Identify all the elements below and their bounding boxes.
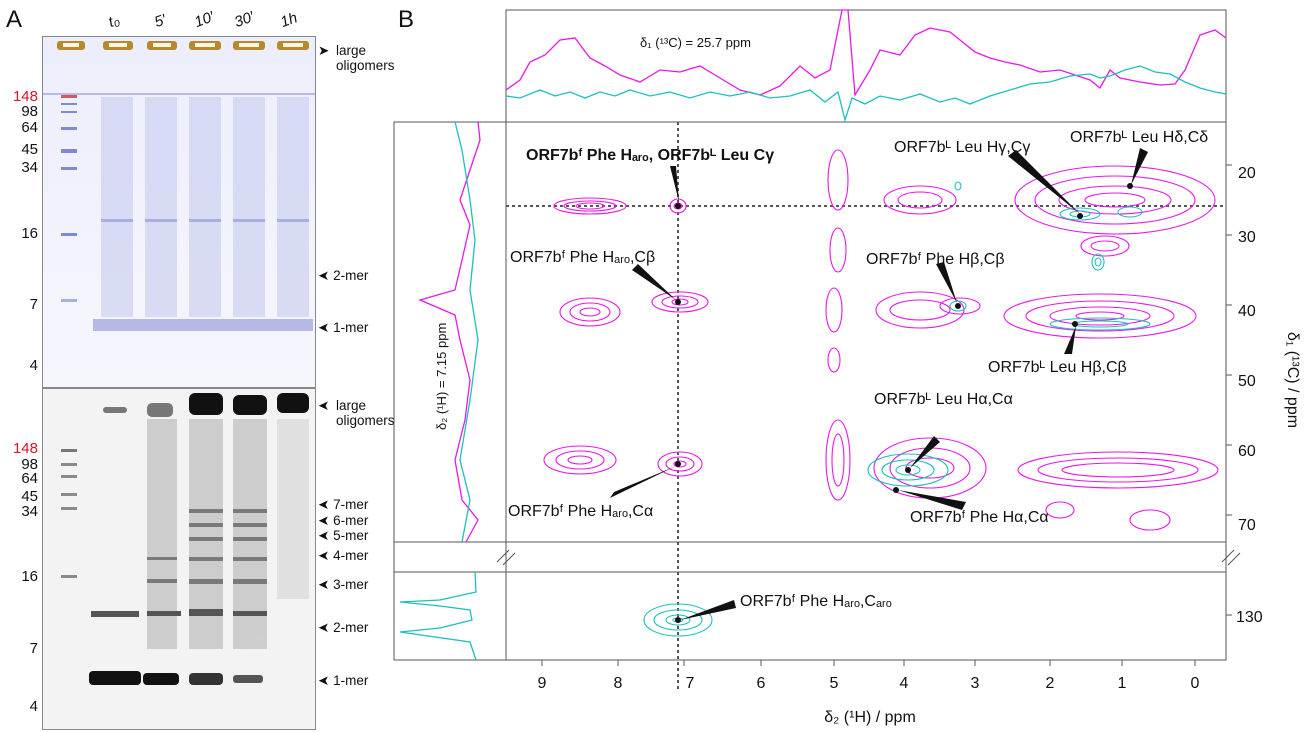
left-projection-magenta-trace — [418, 121, 481, 543]
bottom-gel-6mer-text: 6-mer — [333, 513, 369, 528]
mw-bottom-4: 4 — [29, 698, 38, 715]
bottom-gel-4mer-text: 4-mer — [333, 548, 369, 563]
x-tick-9: 9 — [538, 675, 547, 692]
annotation-phe-haro-leu-cg: ORF7bᶠ Phe Hₐᵣₒ, ORF7bᴸ Leu Cγ — [526, 147, 774, 164]
y-axis-label: δ₁ (¹³C) / ppm — [1284, 332, 1301, 428]
annotation-phe-haro-cb: ORF7bᶠ Phe Hₐᵣₒ,Cβ — [510, 249, 655, 266]
x-tick-5: 5 — [830, 675, 839, 692]
bottom-gel-3mer-text: 3-mer — [333, 577, 369, 592]
top-projection-magenta-trace — [505, 9, 1227, 98]
lower-left-projection-cyan-trace — [399, 571, 477, 661]
top-projection-frame — [505, 9, 1227, 123]
top-gel-label-2mer: ➤︎ 2-mer — [318, 268, 369, 283]
left-projection-cyan-trace — [454, 121, 479, 543]
main-spectrum-frame — [393, 121, 1227, 543]
peak-markers — [675, 183, 1133, 623]
coomassie-gel — [42, 36, 316, 388]
x-tick-2: 2 — [1046, 675, 1055, 692]
mw-top-34: 34 — [21, 159, 38, 176]
x-tick-8: 8 — [614, 675, 623, 692]
bottom-gel-label-3mer: ➤︎ 3-mer — [318, 577, 369, 592]
x-axis-label: δ₂ (¹H) / ppm — [824, 709, 916, 726]
bottom-gel-2mer-text: 2-mer — [333, 620, 369, 635]
bottom-gel-label-7mer: ➤︎ 7-mer — [318, 497, 369, 512]
x-tick-marks — [541, 660, 1196, 666]
coomassie-gel-image — [43, 37, 315, 387]
mw-bottom-7: 7 — [29, 640, 38, 657]
mw-top-45: 45 — [21, 141, 38, 158]
x-tick-0: 0 — [1191, 675, 1200, 692]
y-tick-60: 60 — [1238, 443, 1256, 460]
mw-top-4: 4 — [29, 357, 38, 374]
mw-top-16: 16 — [21, 225, 38, 242]
y-tick-30: 30 — [1238, 229, 1256, 246]
x-tick-7: 7 — [686, 675, 695, 692]
x-tick-3: 3 — [971, 675, 980, 692]
y-tick-70: 70 — [1238, 517, 1256, 534]
mw-top-64: 64 — [21, 119, 38, 136]
top-gel-label-1mer: ➤︎ 1-mer — [318, 320, 369, 335]
panel-a-letter: A — [6, 6, 23, 33]
bottom-gel-5mer-text: 5-mer — [333, 528, 369, 543]
annotation-pointers — [610, 148, 1148, 620]
bottom-gel-label-4mer: ➤︎ 4-mer — [318, 548, 369, 563]
top-gel-2mer-text: 2-mer — [333, 268, 369, 283]
fluorescence-gel — [42, 388, 316, 730]
bottom-gel-7mer-text: 7-mer — [333, 497, 369, 512]
y-tick-marks — [1226, 164, 1232, 616]
annotation-leu-hd-cd: ORF7bᴸ Leu Hδ,Cδ — [1070, 129, 1208, 146]
annotation-leu-hg-cg: ORF7bᴸ Leu Hγ,Cγ — [894, 139, 1030, 156]
mw-bottom-98: 98 — [21, 456, 38, 473]
annotation-phe-haro-ca: ORF7bᶠ Phe Hₐᵣₒ,Cα — [508, 503, 653, 520]
top-projection-cyan-trace — [505, 65, 1227, 123]
top-gel-label-large-oligomers: ➤︎ — [318, 43, 330, 58]
y-tick-50: 50 — [1238, 373, 1256, 390]
mw-bottom-148: 148 — [12, 440, 38, 457]
mw-bottom-16: 16 — [21, 568, 38, 585]
mw-top-148: 148 — [12, 88, 38, 105]
mw-top-98: 98 — [21, 103, 38, 120]
mw-bottom-45: 45 — [21, 488, 38, 505]
top-projection-label: δ₁ (¹³C) = 25.7 ppm — [640, 35, 751, 50]
annotation-phe-ha-ca: ORF7bᶠ Phe Hα,Cα — [910, 509, 1049, 526]
fluorescence-gel-image — [43, 389, 315, 729]
mw-bottom-34: 34 — [21, 503, 38, 520]
mw-bottom-64: 64 — [21, 470, 38, 487]
mw-top-7: 7 — [29, 296, 38, 313]
x-tick-4: 4 — [900, 675, 909, 692]
x-tick-6: 6 — [757, 675, 766, 692]
top-gel-1mer-text: 1-mer — [333, 320, 369, 335]
bottom-gel-label-5mer: ➤︎ 5-mer — [318, 528, 369, 543]
panel-b-letter: B — [398, 6, 415, 33]
top-gel-label-large-oligomers-text: large oligomers — [336, 43, 395, 73]
annotation-phe-hb-cb: ORF7bᶠ Phe Hβ,Cβ — [866, 251, 1005, 268]
bottom-gel-1mer-text: 1-mer — [333, 673, 369, 688]
bottom-gel-label-1mer: ➤︎ 1-mer — [318, 673, 369, 688]
annotation-leu-ha-ca: ORF7bᴸ Leu Hα,Cα — [874, 391, 1013, 408]
annotation-phe-haro-caro: ORF7bᶠ Phe Hₐᵣₒ,Cₐᵣₒ — [740, 593, 892, 610]
axis-break-marks — [496, 549, 1241, 566]
x-tick-1: 1 — [1118, 675, 1127, 692]
y-tick-130: 130 — [1236, 609, 1263, 626]
y-tick-20: 20 — [1238, 165, 1256, 182]
y-tick-40: 40 — [1238, 303, 1256, 320]
bottom-gel-label-6mer: ➤︎ 6-mer — [318, 513, 369, 528]
lower-spectrum-frame — [393, 571, 1227, 661]
annotation-leu-hb-cb: ORF7bᴸ Leu Hβ,Cβ — [988, 359, 1127, 376]
left-projection-label: δ₂ (¹H) = 7.15 ppm — [434, 323, 449, 430]
bottom-gel-label-2mer: ➤︎ 2-mer — [318, 620, 369, 635]
bottom-gel-label-large-oligomers-text: large oligomers — [336, 398, 395, 428]
